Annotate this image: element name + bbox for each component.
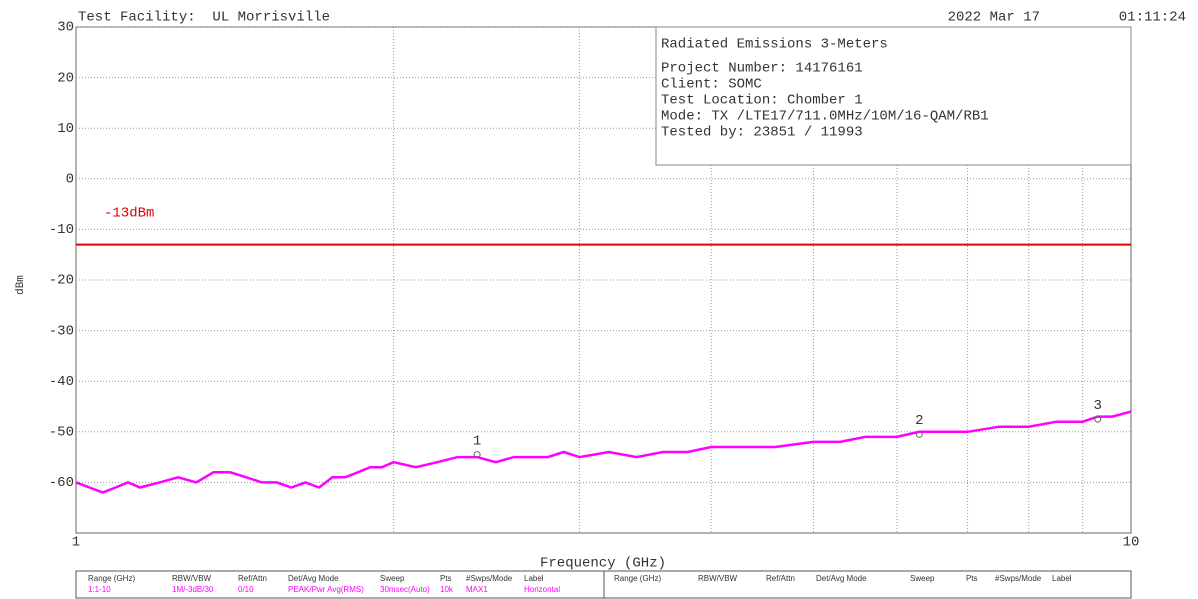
x-tick-label: 10	[1123, 535, 1140, 551]
y-tick-label: 20	[57, 70, 74, 86]
trace	[75, 410, 1132, 494]
table-header: Sweep	[380, 574, 405, 583]
info-line: Test Location: Chomber 1	[661, 93, 863, 109]
x-axis-label: Frequency (GHz)	[540, 556, 666, 572]
table-header: Pts	[966, 574, 978, 583]
y-tick-label: -10	[49, 222, 74, 238]
info-line: Client: SOMC	[661, 77, 762, 93]
x-tick-label: 1	[72, 535, 80, 551]
table-header: Label	[1052, 574, 1072, 583]
info-line: Project Number: 14176161	[661, 61, 863, 77]
info-line: Mode: TX /LTE17/711.0MHz/10M/16-QAM/RB1	[661, 109, 989, 125]
table-header: RBW/VBW	[698, 574, 738, 583]
marker-label: 1	[473, 433, 481, 449]
info-box	[655, 26, 1132, 166]
table-value: Horizontal	[524, 585, 560, 594]
y-axis-label: dBm	[15, 275, 27, 295]
facility: Test Facility: UL Morrisville	[78, 10, 330, 26]
y-tick-label: -40	[49, 374, 74, 390]
y-tick-label: -60	[49, 475, 74, 491]
table-header: Det/Avg Mode	[288, 574, 339, 583]
table-value: 10k	[440, 585, 454, 594]
table-header: Range (GHz)	[614, 574, 661, 583]
table-header: Label	[524, 574, 544, 583]
info-title: Radiated Emissions 3-Meters	[661, 37, 888, 53]
marker-label: 2	[915, 413, 923, 429]
date: 2022 Mar 17	[948, 10, 1040, 26]
y-tick-label: 0	[66, 172, 74, 188]
limit-label: -13dBm	[104, 205, 154, 221]
y-tick-label: 30	[57, 20, 74, 36]
marker	[915, 430, 923, 438]
table-value: 30msec(Auto)	[380, 585, 430, 594]
table-header: Det/Avg Mode	[816, 574, 867, 583]
table-value: 1:1-10	[88, 585, 111, 594]
y-tick-label: 10	[57, 121, 74, 137]
table-value: 1M/-3dB/30	[172, 585, 214, 594]
time: 01:11:24	[1119, 10, 1186, 26]
table-value: MAX1	[466, 585, 488, 594]
table-header: RBW/VBW	[172, 574, 212, 583]
marker	[1094, 415, 1102, 423]
table-header: Range (GHz)	[88, 574, 135, 583]
y-tick-label: -20	[49, 273, 74, 289]
marker-label: 3	[1094, 398, 1102, 414]
table-header: Ref/Attn	[238, 574, 267, 583]
y-tick-label: -30	[49, 323, 74, 339]
table-value: PEAK/Pwr Avg(RMS)	[288, 585, 364, 594]
info-line: Tested by: 23851 / 11993	[661, 125, 863, 141]
table-header: Ref/Attn	[766, 574, 795, 583]
table-header: #Swps/Mode	[995, 574, 1042, 583]
y-tick-label: -50	[49, 425, 74, 441]
table-header: #Swps/Mode	[466, 574, 513, 583]
table-header: Sweep	[910, 574, 935, 583]
table-header: Pts	[440, 574, 452, 583]
marker	[473, 451, 481, 459]
table-value: 0/10	[238, 585, 254, 594]
